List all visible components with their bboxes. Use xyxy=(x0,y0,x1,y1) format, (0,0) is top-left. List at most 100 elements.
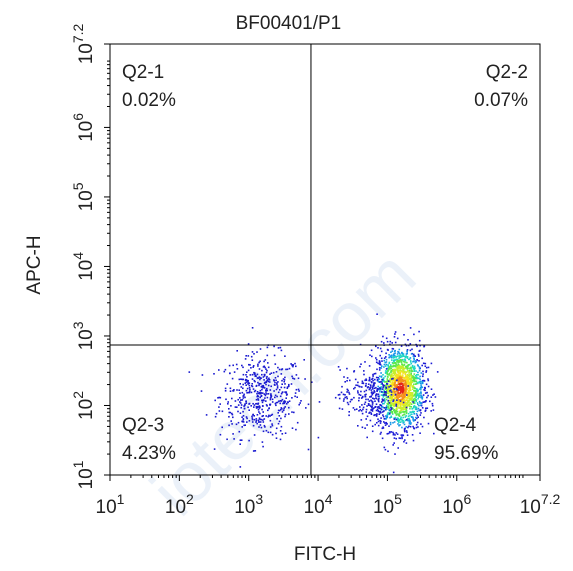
scatter-point xyxy=(271,401,274,403)
scatter-point xyxy=(414,397,416,400)
scatter-point xyxy=(387,399,390,402)
scatter-point xyxy=(380,367,383,369)
scatter-point xyxy=(290,383,293,385)
scatter-point xyxy=(291,397,293,399)
scatter-point xyxy=(261,415,263,418)
scatter-point xyxy=(397,378,400,380)
scatter-point xyxy=(416,388,418,390)
scatter-point xyxy=(436,371,439,373)
scatter-point xyxy=(268,407,270,409)
scatter-point xyxy=(389,411,392,413)
scatter-point xyxy=(385,337,388,340)
scatter-point xyxy=(387,374,390,376)
scatter-point xyxy=(394,434,396,436)
scatter-point xyxy=(403,355,405,357)
scatter-point xyxy=(414,383,417,385)
scatter-point xyxy=(388,362,390,365)
scatter-point xyxy=(391,384,393,386)
scatter-point xyxy=(392,379,394,382)
scatter-point xyxy=(378,411,381,413)
scatter-point xyxy=(397,383,399,385)
scatter-point xyxy=(377,393,380,396)
scatter-point xyxy=(388,431,391,433)
scatter-point xyxy=(380,394,383,396)
scatter-point xyxy=(408,421,411,423)
scatter-point xyxy=(286,386,289,388)
scatter-point xyxy=(260,377,262,379)
scatter-point xyxy=(414,377,417,379)
scatter-point xyxy=(383,342,385,344)
scatter-point xyxy=(230,420,232,422)
scatter-point xyxy=(413,376,416,379)
scatter-point xyxy=(245,381,248,383)
scatter-point xyxy=(259,396,261,399)
scatter-point xyxy=(423,345,425,348)
scatter-point xyxy=(259,348,262,350)
scatter-point xyxy=(390,404,392,407)
scatter-point xyxy=(361,426,364,429)
scatter-point xyxy=(354,386,356,389)
scatter-point xyxy=(399,372,401,375)
scatter-point xyxy=(389,421,392,424)
scatter-point xyxy=(405,406,408,409)
scatter-point xyxy=(403,406,405,409)
scatter-point xyxy=(358,397,360,399)
scatter-point xyxy=(376,390,378,392)
scatter-point xyxy=(383,359,385,362)
scatter-point xyxy=(373,373,376,375)
scatter-point xyxy=(380,420,382,423)
scatter-point xyxy=(404,416,407,418)
scatter-point xyxy=(342,393,345,396)
scatter-point xyxy=(408,401,410,403)
scatter-point xyxy=(405,396,407,399)
scatter-point xyxy=(263,393,266,395)
scatter-point xyxy=(411,385,413,387)
scatter-point xyxy=(365,379,368,381)
scatter-point xyxy=(269,373,271,375)
scatter-point xyxy=(280,425,283,428)
scatter-point xyxy=(244,396,246,399)
scatter-point xyxy=(371,404,374,406)
scatter-point xyxy=(383,407,386,409)
scatter-point xyxy=(307,448,310,451)
scatter-point xyxy=(376,389,378,392)
scatter-point xyxy=(395,412,397,415)
scatter-point xyxy=(260,392,262,394)
scatter-point xyxy=(282,402,284,405)
scatter-point xyxy=(251,378,254,380)
scatter-point xyxy=(283,380,285,383)
scatter-point xyxy=(223,370,226,373)
scatter-point xyxy=(404,382,406,385)
scatter-point xyxy=(242,421,245,423)
scatter-point xyxy=(414,395,416,397)
scatter-point xyxy=(364,361,366,363)
quadrant-q2-4-percent: 95.69% xyxy=(434,443,499,464)
scatter-point xyxy=(402,387,405,389)
scatter-point xyxy=(376,422,378,424)
scatter-point xyxy=(405,408,408,411)
scatter-point xyxy=(294,395,296,398)
scatter-point xyxy=(425,383,428,386)
scatter-point xyxy=(267,431,270,434)
scatter-point xyxy=(397,363,400,365)
scatter-point xyxy=(417,394,420,396)
scatter-point xyxy=(364,427,366,429)
scatter-point xyxy=(246,417,248,420)
scatter-point xyxy=(399,383,401,385)
scatter-point xyxy=(396,418,399,421)
scatter-point xyxy=(411,364,414,367)
scatter-point xyxy=(267,378,269,381)
scatter-point xyxy=(285,403,288,405)
scatter-point xyxy=(412,375,415,378)
scatter-point xyxy=(397,397,399,399)
scatter-point xyxy=(267,366,270,369)
scatter-point xyxy=(409,411,411,413)
scatter-point xyxy=(274,377,277,379)
scatter-point xyxy=(403,391,405,394)
scatter-point xyxy=(280,349,283,352)
scatter-point xyxy=(375,361,378,364)
scatter-point xyxy=(409,343,412,345)
scatter-point xyxy=(416,417,418,420)
scatter-point xyxy=(238,430,241,433)
scatter-point xyxy=(400,378,402,380)
